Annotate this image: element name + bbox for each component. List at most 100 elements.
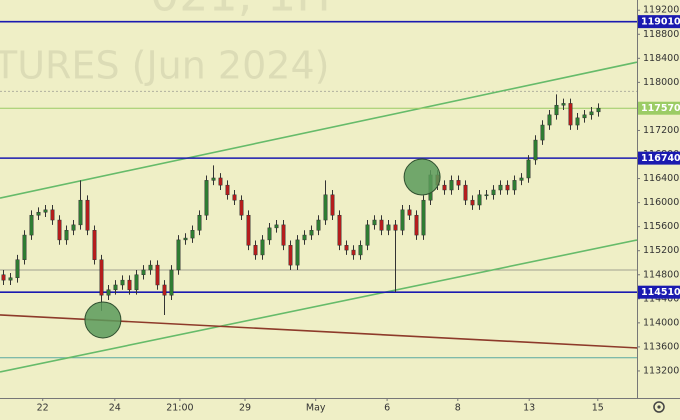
- candle-body: [274, 224, 279, 229]
- gear[interactable]: [653, 401, 665, 413]
- candle-body: [449, 180, 454, 191]
- candle-body: [204, 180, 209, 216]
- candle-body: [596, 107, 601, 113]
- candle-body: [470, 199, 475, 206]
- x-tick-label: 21:00: [166, 403, 193, 414]
- candle-body: [554, 104, 559, 116]
- candle-body: [505, 184, 510, 191]
- candle-body: [568, 103, 573, 126]
- candle-body: [337, 214, 342, 246]
- candle-body: [561, 103, 566, 106]
- candle-body: [43, 209, 48, 213]
- candle-body: [309, 230, 314, 236]
- y-tick-label: 114000: [643, 317, 679, 328]
- candle-body: [512, 180, 517, 191]
- y-tick-label: 118000: [643, 77, 679, 88]
- candle-body: [407, 209, 412, 216]
- y-tick-label: 117200: [643, 125, 679, 136]
- candle-body: [575, 117, 580, 126]
- candle-body: [491, 189, 496, 196]
- candle-body: [295, 239, 300, 266]
- level-tag-label: 114510: [641, 287, 680, 298]
- candle-body: [540, 124, 545, 141]
- level-tag: [638, 101, 680, 115]
- level-tag: [638, 285, 680, 299]
- candle-body: [288, 245, 293, 266]
- candle-body: [211, 177, 216, 181]
- candle-body: [582, 114, 587, 119]
- gear-center[interactable]: [657, 405, 661, 409]
- candle-body: [22, 234, 27, 260]
- y-tick-label: 114400: [643, 293, 679, 304]
- candle-body: [29, 214, 34, 236]
- candle-body: [134, 274, 139, 291]
- candle-body: [547, 114, 552, 126]
- watermark: TURES (Jun 2024): [0, 44, 329, 88]
- candle-body: [71, 224, 76, 231]
- candle-body: [323, 194, 328, 221]
- settings-icon[interactable]: [653, 401, 665, 413]
- candle-body: [519, 177, 524, 181]
- y-tick-label: 116000: [643, 197, 679, 208]
- candle-body: [358, 245, 363, 256]
- x-tick-label: 13: [523, 403, 535, 414]
- y-tick-label: 115200: [643, 245, 679, 256]
- candle-body: [64, 230, 69, 241]
- candle-body: [169, 269, 174, 296]
- candle-body: [127, 279, 132, 291]
- watermark-top: 021, 1H: [150, 0, 331, 22]
- level-tag-label: 119010: [641, 17, 680, 28]
- level-tag-label: 116740: [641, 153, 680, 164]
- candle-body: [526, 159, 531, 179]
- candle-body: [302, 234, 307, 241]
- candle-body: [190, 230, 195, 239]
- candle-body: [463, 184, 468, 201]
- candle-body: [57, 219, 62, 241]
- candle-body: [232, 194, 237, 201]
- candle-body: [372, 219, 377, 226]
- candle-body: [113, 284, 118, 291]
- y-tick-label: 118400: [643, 53, 679, 64]
- candle-body: [106, 289, 111, 296]
- candle-body: [414, 214, 419, 236]
- x-tick-label: 29: [239, 403, 251, 414]
- candle-body: [218, 177, 223, 186]
- candle-body: [176, 239, 181, 271]
- y-tick-label: 113600: [643, 341, 679, 352]
- y-tick-label: 119200: [643, 5, 679, 16]
- candle-body: [1, 274, 6, 281]
- candle-body: [421, 199, 426, 236]
- candle-body: [15, 259, 20, 279]
- x-tick-label: 8: [455, 403, 461, 414]
- candle-body: [155, 264, 160, 286]
- level-tag: [638, 15, 680, 29]
- y-tick-label: 116400: [643, 173, 679, 184]
- candle-body: [162, 284, 167, 296]
- candle-body: [484, 194, 489, 197]
- candle-body: [267, 227, 272, 241]
- trendline: [0, 61, 637, 199]
- candle-body: [225, 184, 230, 196]
- candle-body: [78, 199, 83, 226]
- candle-body: [92, 230, 97, 260]
- candle-body: [246, 214, 251, 246]
- candle-body: [386, 224, 391, 231]
- candle-body: [344, 245, 349, 251]
- candle-body: [393, 224, 398, 231]
- candle-body: [316, 219, 321, 231]
- candle-body: [400, 209, 405, 231]
- candle-body: [456, 180, 461, 186]
- x-tick-label: 6: [384, 403, 390, 414]
- candle-body: [8, 277, 13, 281]
- candle-body: [281, 224, 286, 246]
- candle-body: [253, 245, 258, 256]
- y-tick-label: 114800: [643, 269, 679, 280]
- candle-body: [365, 224, 370, 246]
- annotation-circle: [84, 301, 122, 339]
- candle-body: [120, 279, 125, 286]
- x-tick-label: 24: [109, 403, 121, 414]
- candle-body: [351, 249, 356, 256]
- x-tick-label: May: [306, 403, 326, 414]
